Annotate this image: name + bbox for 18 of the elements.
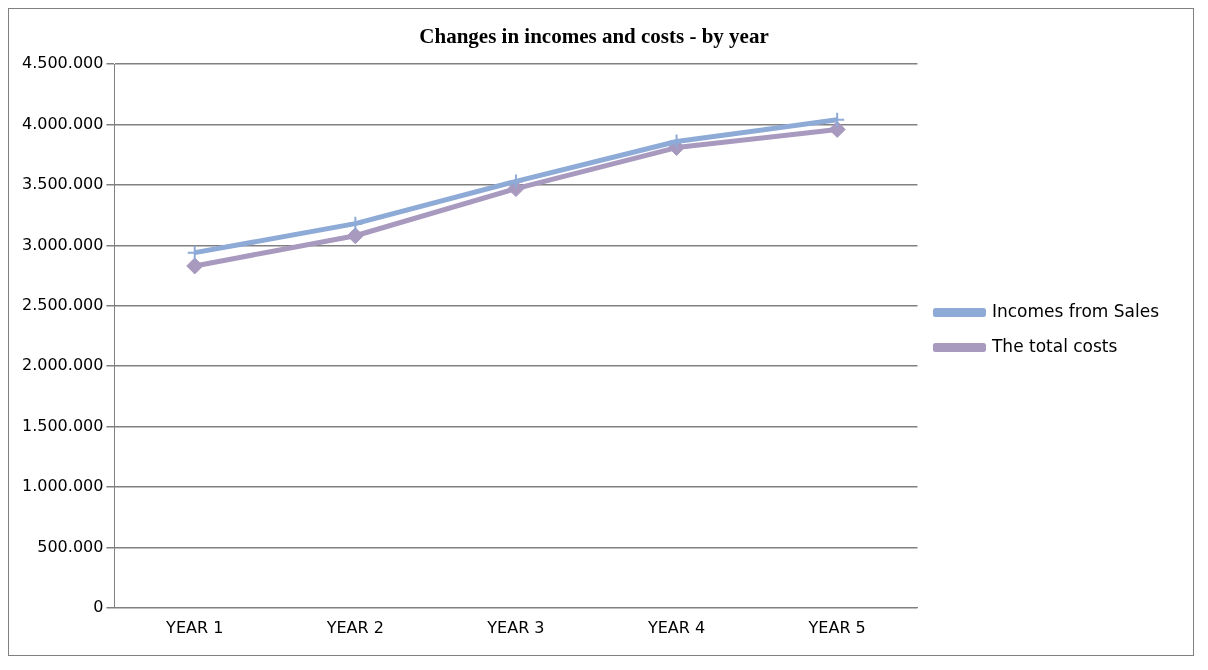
y-tick-label: 2.500.000 xyxy=(21,294,104,314)
x-tick-label: YEAR 5 xyxy=(807,617,866,637)
legend-label: The total costs xyxy=(990,335,1118,356)
y-tick-label: 4.500.000 xyxy=(21,53,104,73)
x-tick-label: YEAR 3 xyxy=(486,617,545,637)
y-tick-label: 3.500.000 xyxy=(21,174,104,194)
y-tick-label: 4.000.000 xyxy=(21,113,104,133)
x-tick-label: YEAR 4 xyxy=(646,617,706,637)
legend-label: Incomes from Sales xyxy=(991,300,1160,321)
y-tick-label: 0 xyxy=(93,596,104,616)
y-tick-label: 1.500.000 xyxy=(21,415,104,435)
x-tick-label: YEAR 2 xyxy=(325,617,384,637)
x-tick-label: YEAR 1 xyxy=(165,617,224,637)
y-tick-label: 3.000.000 xyxy=(21,234,104,254)
chart-title: Changes in incomes and costs - by year xyxy=(419,24,769,49)
y-tick-label: 1.000.000 xyxy=(21,476,104,496)
y-tick-label: 500.000 xyxy=(37,536,104,556)
y-tick-label: 2.000.000 xyxy=(21,355,104,375)
